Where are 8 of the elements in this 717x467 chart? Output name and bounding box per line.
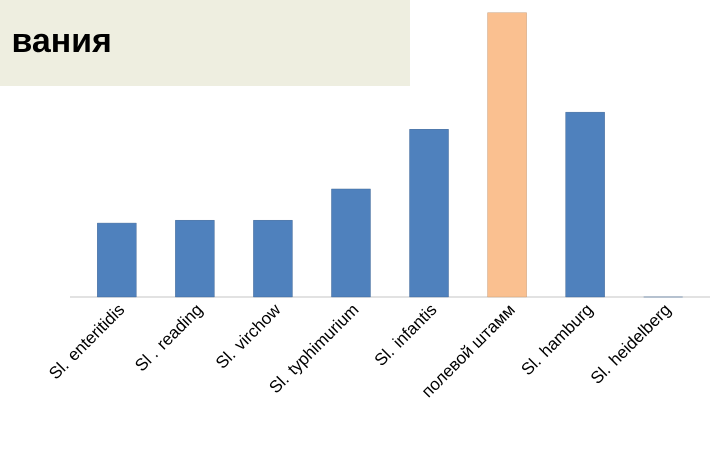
bar [331, 188, 371, 298]
chart-title: вания [14, 34, 110, 52]
bar [97, 222, 137, 298]
bar [175, 220, 215, 298]
bar [565, 112, 605, 298]
bar [253, 220, 293, 298]
bar [409, 129, 449, 298]
bar [487, 12, 527, 298]
